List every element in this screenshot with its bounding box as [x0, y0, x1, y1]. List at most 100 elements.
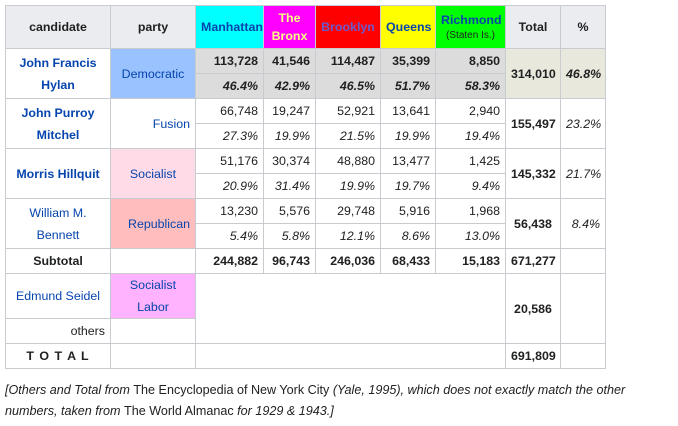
vote-cell: 8,850 — [435, 48, 506, 74]
candidate-total-cell: 145,332 — [505, 148, 561, 199]
vote-cell: 13,641 — [380, 98, 436, 124]
grand-total-pct-empty — [560, 343, 606, 369]
borough-pct-cell: 20.9% — [195, 173, 264, 199]
candidate-name-cell: Morris Hillquit — [5, 148, 111, 199]
candidate-votes-row: John Purroy Mitchel Fusion 66,748 19,247 52,… — [5, 98, 606, 149]
grand-total-value: 691,809 — [505, 343, 561, 369]
candidate-pct-row: 27.3% 19.9% 21.5% 19.9% 19.4% — [6, 123, 606, 149]
borough-pct-cell: 19.9% — [263, 123, 316, 149]
subtotal-total: 671,277 — [505, 248, 561, 274]
candidate-link[interactable]: William M. Bennett — [29, 205, 87, 242]
candidate-name-cell: Edmund Seidel — [5, 273, 111, 319]
borough-pct-cell: 9.4% — [435, 173, 506, 199]
vote-cell: 5,916 — [380, 198, 436, 224]
borough-pct-cell: 46.4% — [195, 73, 264, 99]
borough-pct-cell: 12.1% — [315, 223, 381, 249]
header-brooklyn[interactable]: Brooklyn — [315, 5, 381, 49]
subtotal-party-empty — [110, 248, 196, 274]
candidate-pct-row: 5.4% 5.8% 12.1% 8.6% 13.0% — [6, 223, 606, 249]
candidate-link[interactable]: John Purroy Mitchel — [21, 105, 95, 142]
vote-cell: 1,425 — [435, 148, 506, 174]
vote-cell: 29,748 — [315, 198, 381, 224]
vote-cell: 13,230 — [195, 198, 264, 224]
borough-pct-cell: 42.9% — [263, 73, 316, 99]
candidate-pct-cell: 46.8% — [560, 48, 606, 99]
party-cell[interactable]: Socialist Labor — [110, 273, 196, 319]
subtotal-row: Subtotal 244,882 96,743 246,036 68,433 1… — [5, 248, 606, 274]
candidate-total-cell: 155,497 — [505, 98, 561, 149]
grand-total-label: T O T A L — [5, 343, 111, 369]
candidate-name-cell: John Purroy Mitchel — [5, 98, 111, 149]
borough-pct-cell: 19.9% — [380, 123, 436, 149]
vote-cell: 66,748 — [195, 98, 264, 124]
subtotal-cell: 244,882 — [195, 248, 264, 274]
others-party-empty — [110, 318, 196, 344]
header-pct: % — [560, 5, 606, 49]
borough-pct-cell: 19.7% — [380, 173, 436, 199]
borough-pct-cell: 19.9% — [315, 173, 381, 199]
vote-cell: 5,576 — [263, 198, 316, 224]
seidel-row: Edmund Seidel Socialist Labor 20,586 — [5, 273, 606, 344]
header-manhattan-label[interactable]: Manhattan — [201, 20, 263, 34]
grand-total-borough-empty — [195, 343, 506, 369]
candidate-name-cell: William M. Bennett — [5, 198, 111, 249]
vote-cell: 35,399 — [380, 48, 436, 74]
table-caption: [Others and Total from The Encyclopedia … — [5, 380, 673, 422]
vote-cell: 48,880 — [315, 148, 381, 174]
candidate-pct-row: 20.9% 31.4% 19.9% 19.7% 9.4% — [6, 173, 606, 199]
candidate-votes-row: Morris Hillquit Socialist 51,176 30,374 48,8… — [5, 148, 606, 199]
subtotal-cell: 15,183 — [435, 248, 506, 274]
candidate-pct-row: 46.4% 42.9% 46.5% 51.7% 58.3% — [6, 73, 606, 99]
header-brooklyn-label[interactable]: Brooklyn — [321, 20, 375, 34]
vote-cell: 1,968 — [435, 198, 506, 224]
caption-part-5: for 1929 & 1943.] — [233, 404, 334, 418]
header-richmond-sub: (Staten Is.) — [446, 30, 495, 41]
vote-cell: 19,247 — [263, 98, 316, 124]
election-results-table: candidate party Manhattan The Bronx Broo… — [5, 5, 606, 369]
subtotal-cell: 246,036 — [315, 248, 381, 274]
vote-cell: 113,728 — [195, 48, 264, 74]
seidel-others-pct-empty — [560, 273, 606, 344]
header-the-bronx[interactable]: The Bronx — [263, 5, 316, 49]
candidate-link[interactable]: Edmund Seidel — [15, 289, 101, 303]
subtotal-cell: 96,743 — [263, 248, 316, 274]
header-queens[interactable]: Queens — [380, 5, 436, 49]
caption-part-1: [Others and Total from — [5, 383, 134, 397]
candidate-votes-row: John Francis Hylan Democratic 113,728 41,54… — [5, 48, 606, 99]
header-the-bronx-label[interactable]: The Bronx — [271, 11, 308, 43]
party-cell[interactable]: Democratic — [110, 48, 196, 99]
borough-pct-cell: 58.3% — [435, 73, 506, 99]
header-queens-label[interactable]: Queens — [386, 20, 432, 34]
header-richmond-label[interactable]: Richmond — [441, 13, 502, 27]
header-manhattan[interactable]: Manhattan — [195, 5, 264, 49]
header-party: party — [110, 5, 196, 49]
vote-cell: 13,477 — [380, 148, 436, 174]
candidate-total-cell: 56,438 — [505, 198, 561, 249]
vote-cell: 114,487 — [315, 48, 381, 74]
caption-encyclopedia-title: The Encyclopedia of New York City — [133, 383, 330, 397]
candidates-body: John Francis Hylan Democratic 113,728 41,54… — [5, 48, 606, 249]
candidate-link[interactable]: John Francis Hylan — [19, 55, 97, 92]
borough-pct-cell: 51.7% — [380, 73, 436, 99]
candidate-votes-row: William M. Bennett Republican 13,230 5,576 2… — [5, 198, 606, 249]
borough-pct-cell: 5.4% — [195, 223, 264, 249]
borough-pct-cell: 19.4% — [435, 123, 506, 149]
party-cell[interactable]: Fusion — [110, 98, 196, 149]
borough-pct-cell: 8.6% — [380, 223, 436, 249]
candidate-pct-cell: 21.7% — [560, 148, 606, 199]
candidate-total-cell: 314,010 — [505, 48, 561, 99]
borough-pct-cell: 31.4% — [263, 173, 316, 199]
borough-pct-cell: 5.8% — [263, 223, 316, 249]
header-row: candidate party Manhattan The Bronx Broo… — [5, 5, 606, 49]
candidate-link[interactable]: Morris Hillquit — [16, 166, 100, 181]
grand-total-party-empty — [110, 343, 196, 369]
header-total: Total — [505, 5, 561, 49]
vote-cell: 41,546 — [263, 48, 316, 74]
header-richmond[interactable]: Richmond (Staten Is.) — [435, 5, 506, 49]
vote-cell: 51,176 — [195, 148, 264, 174]
vote-cell: 52,921 — [315, 98, 381, 124]
grand-total-row: T O T A L 691,809 — [5, 343, 606, 369]
party-cell[interactable]: Republican — [110, 198, 196, 249]
subtotal-label: Subtotal — [5, 248, 111, 274]
party-cell[interactable]: Socialist — [110, 148, 196, 199]
